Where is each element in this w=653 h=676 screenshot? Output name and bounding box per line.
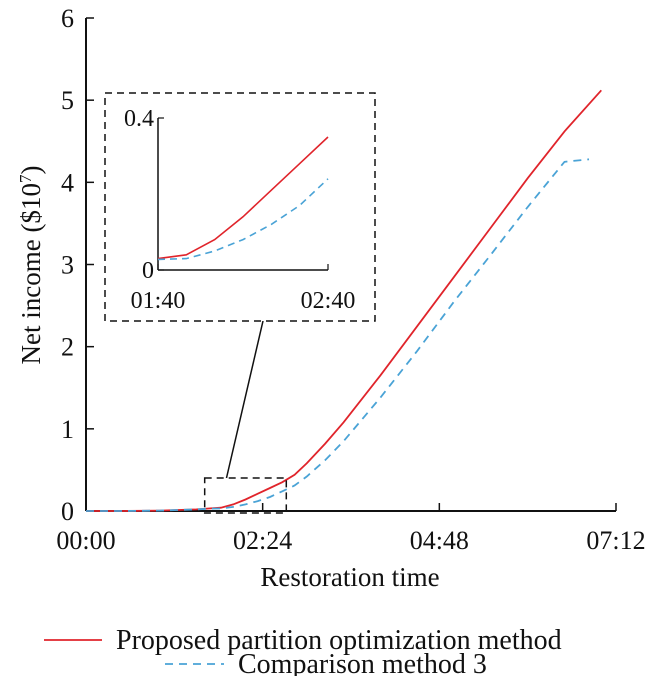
inset-series-line-proposed	[157, 136, 329, 260]
inset-y-tick-label: 0.4	[124, 106, 154, 132]
y-tick-label: 0	[61, 497, 74, 526]
x-ticks: 00:00 02:24 04:48 07:12	[56, 503, 646, 555]
inset-y-tick-label: 0	[142, 258, 154, 284]
x-tick-label: 04:48	[410, 526, 469, 555]
inset-x-tick-label: 02:40	[301, 288, 356, 314]
x-tick-label: 00:00	[56, 526, 115, 555]
y-axis-title-exp: 7	[16, 174, 35, 183]
inset-panel: 0 0.4 01:40 02:40	[104, 92, 376, 322]
y-tick-label: 2	[61, 333, 74, 362]
zoom-connector	[225, 320, 264, 479]
x-tick-label: 07:12	[586, 526, 645, 555]
y-tick-label: 4	[61, 168, 74, 197]
legend: Proposed partition optimization method C…	[44, 625, 562, 676]
y-axis-title-close: )	[16, 166, 46, 175]
y-ticks: 0 1 2 3 4 5 6	[61, 4, 94, 526]
zoom-box	[203, 477, 288, 514]
legend-label-proposed: Proposed partition optimization method	[116, 625, 562, 656]
y-tick-label: 5	[61, 86, 74, 115]
y-tick-label: 1	[61, 415, 74, 444]
legend-label-comparison: Comparison method 3	[238, 649, 487, 676]
y-tick-label: 6	[61, 4, 74, 33]
x-tick-label: 02:24	[233, 526, 292, 555]
y-axis-title: Net income ($107)	[16, 166, 47, 365]
y-axis-title-main: Net income ($10	[16, 183, 46, 364]
series-group	[86, 89, 602, 512]
y-tick-label: 3	[61, 251, 74, 280]
inset-x-tick-label: 01:40	[131, 288, 186, 314]
x-axis-title: Restoration time	[260, 562, 439, 592]
series-line-comparison	[86, 158, 590, 512]
zoom-indicator	[203, 320, 288, 514]
inset-series-line-comparison	[157, 178, 329, 261]
inset-frame	[104, 92, 376, 322]
